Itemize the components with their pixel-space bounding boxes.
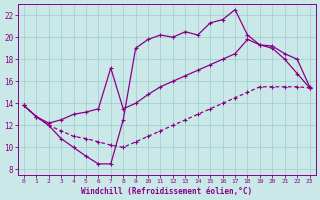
- X-axis label: Windchill (Refroidissement éolien,°C): Windchill (Refroidissement éolien,°C): [81, 187, 252, 196]
